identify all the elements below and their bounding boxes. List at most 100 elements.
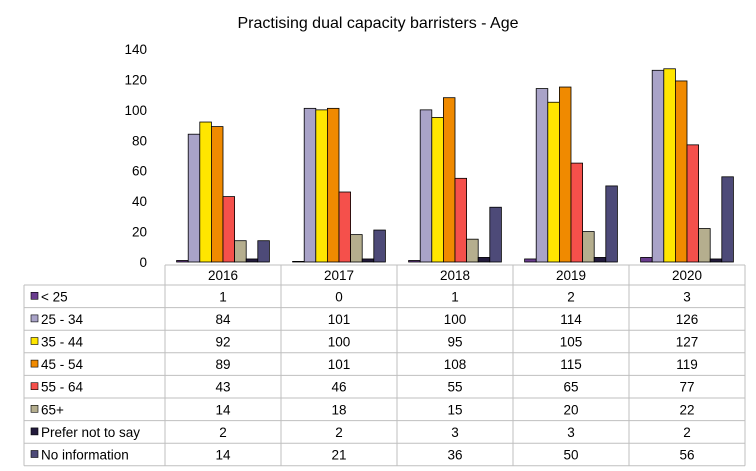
legend-swatch bbox=[30, 382, 39, 391]
x-tick-label: 2020 bbox=[672, 268, 702, 283]
y-tick-label: 100 bbox=[124, 103, 147, 118]
y-tick-label: 60 bbox=[132, 164, 147, 179]
bar bbox=[187, 133, 201, 263]
bar bbox=[570, 162, 584, 263]
y-tick-label: 40 bbox=[132, 194, 147, 209]
bar bbox=[489, 206, 502, 263]
bar bbox=[338, 191, 352, 263]
bar bbox=[292, 260, 305, 263]
data-label: 101 bbox=[328, 357, 351, 372]
data-label: 0 bbox=[335, 289, 343, 304]
bar bbox=[686, 144, 700, 263]
data-label: 2 bbox=[567, 289, 575, 304]
bar bbox=[234, 240, 247, 263]
data-table: 2016 2017 2018 2019 2020< 25 1 0 1 2 325 - 34 84 10… bbox=[23, 264, 746, 467]
legend-label: < 25 bbox=[41, 289, 68, 304]
bar bbox=[222, 196, 236, 263]
y-tick-label: 0 bbox=[139, 255, 147, 270]
x-tick-label: 2019 bbox=[556, 268, 586, 283]
bar bbox=[210, 126, 224, 263]
legend-swatch bbox=[30, 337, 39, 345]
data-label: 95 bbox=[447, 335, 462, 350]
x-tick-label: 2016 bbox=[208, 268, 238, 283]
data-label: 43 bbox=[215, 380, 230, 395]
data-label: 65 bbox=[563, 380, 578, 395]
data-label: 21 bbox=[331, 448, 346, 463]
y-axis: 0 20 40 60 80 100 120 140 bbox=[124, 42, 147, 270]
legend-label: 45 - 54 bbox=[41, 357, 84, 372]
bar bbox=[675, 80, 688, 263]
data-label: 18 bbox=[331, 402, 346, 417]
data-label: 20 bbox=[563, 402, 578, 417]
data-label: 89 bbox=[215, 357, 230, 372]
data-label: 55 bbox=[447, 380, 462, 395]
data-label: 84 bbox=[215, 312, 231, 327]
data-label: 105 bbox=[560, 335, 583, 350]
data-label: 115 bbox=[560, 357, 582, 372]
bar bbox=[709, 258, 723, 263]
bar bbox=[466, 238, 479, 263]
bar bbox=[245, 258, 259, 263]
legend-swatch bbox=[30, 291, 39, 300]
data-label: 14 bbox=[215, 448, 231, 463]
bar bbox=[326, 107, 340, 263]
bar bbox=[721, 176, 734, 263]
y-tick-label: 140 bbox=[124, 42, 147, 57]
legend-swatch bbox=[30, 359, 39, 368]
legend-swatch bbox=[30, 427, 39, 436]
legend-swatch bbox=[30, 314, 39, 323]
legend-label: 25 - 34 bbox=[41, 312, 84, 327]
data-label: 2 bbox=[219, 425, 227, 440]
data-label: 14 bbox=[215, 402, 231, 417]
bar bbox=[524, 258, 537, 263]
bar bbox=[176, 260, 189, 263]
bar bbox=[547, 101, 560, 263]
data-label: 46 bbox=[331, 380, 346, 395]
bar bbox=[593, 257, 607, 263]
y-tick-label: 80 bbox=[132, 133, 147, 148]
bar bbox=[419, 109, 433, 263]
data-label: 15 bbox=[447, 402, 462, 417]
bar bbox=[361, 258, 375, 263]
data-label: 119 bbox=[676, 357, 698, 372]
y-tick-label: 20 bbox=[132, 225, 147, 240]
legend-swatch bbox=[30, 450, 39, 458]
legend-label: 55 - 64 bbox=[41, 380, 84, 395]
bar bbox=[559, 86, 572, 263]
bar bbox=[605, 185, 618, 263]
data-label: 114 bbox=[560, 312, 582, 327]
data-label: 22 bbox=[679, 402, 694, 417]
data-label: 3 bbox=[567, 425, 575, 440]
y-tick-label: 120 bbox=[124, 72, 147, 87]
legend-label: 65+ bbox=[41, 402, 64, 417]
data-label: 1 bbox=[451, 289, 459, 304]
bar bbox=[477, 257, 491, 263]
bars bbox=[176, 68, 734, 263]
data-label: 36 bbox=[447, 448, 462, 463]
bar bbox=[431, 117, 444, 263]
data-label: 108 bbox=[444, 357, 467, 372]
data-label: 1 bbox=[219, 289, 227, 304]
data-label: 127 bbox=[676, 335, 699, 350]
bar bbox=[373, 229, 386, 263]
data-label: 2 bbox=[683, 425, 691, 440]
bar bbox=[640, 257, 653, 263]
x-tick-label: 2018 bbox=[440, 268, 470, 283]
data-label: 101 bbox=[328, 312, 351, 327]
bar bbox=[535, 88, 549, 263]
data-label: 92 bbox=[215, 335, 230, 350]
data-label: 126 bbox=[676, 312, 699, 327]
bar bbox=[454, 177, 468, 263]
legend-label: No information bbox=[41, 448, 129, 463]
bar bbox=[651, 69, 665, 263]
legend-swatch bbox=[30, 404, 39, 413]
x-tick-label: 2017 bbox=[324, 268, 354, 283]
data-label: 56 bbox=[679, 448, 694, 463]
bar bbox=[350, 234, 363, 263]
data-label: 2 bbox=[335, 425, 343, 440]
data-label: 100 bbox=[328, 335, 351, 350]
bar bbox=[303, 107, 317, 263]
bar bbox=[257, 240, 270, 263]
bar bbox=[315, 109, 328, 263]
